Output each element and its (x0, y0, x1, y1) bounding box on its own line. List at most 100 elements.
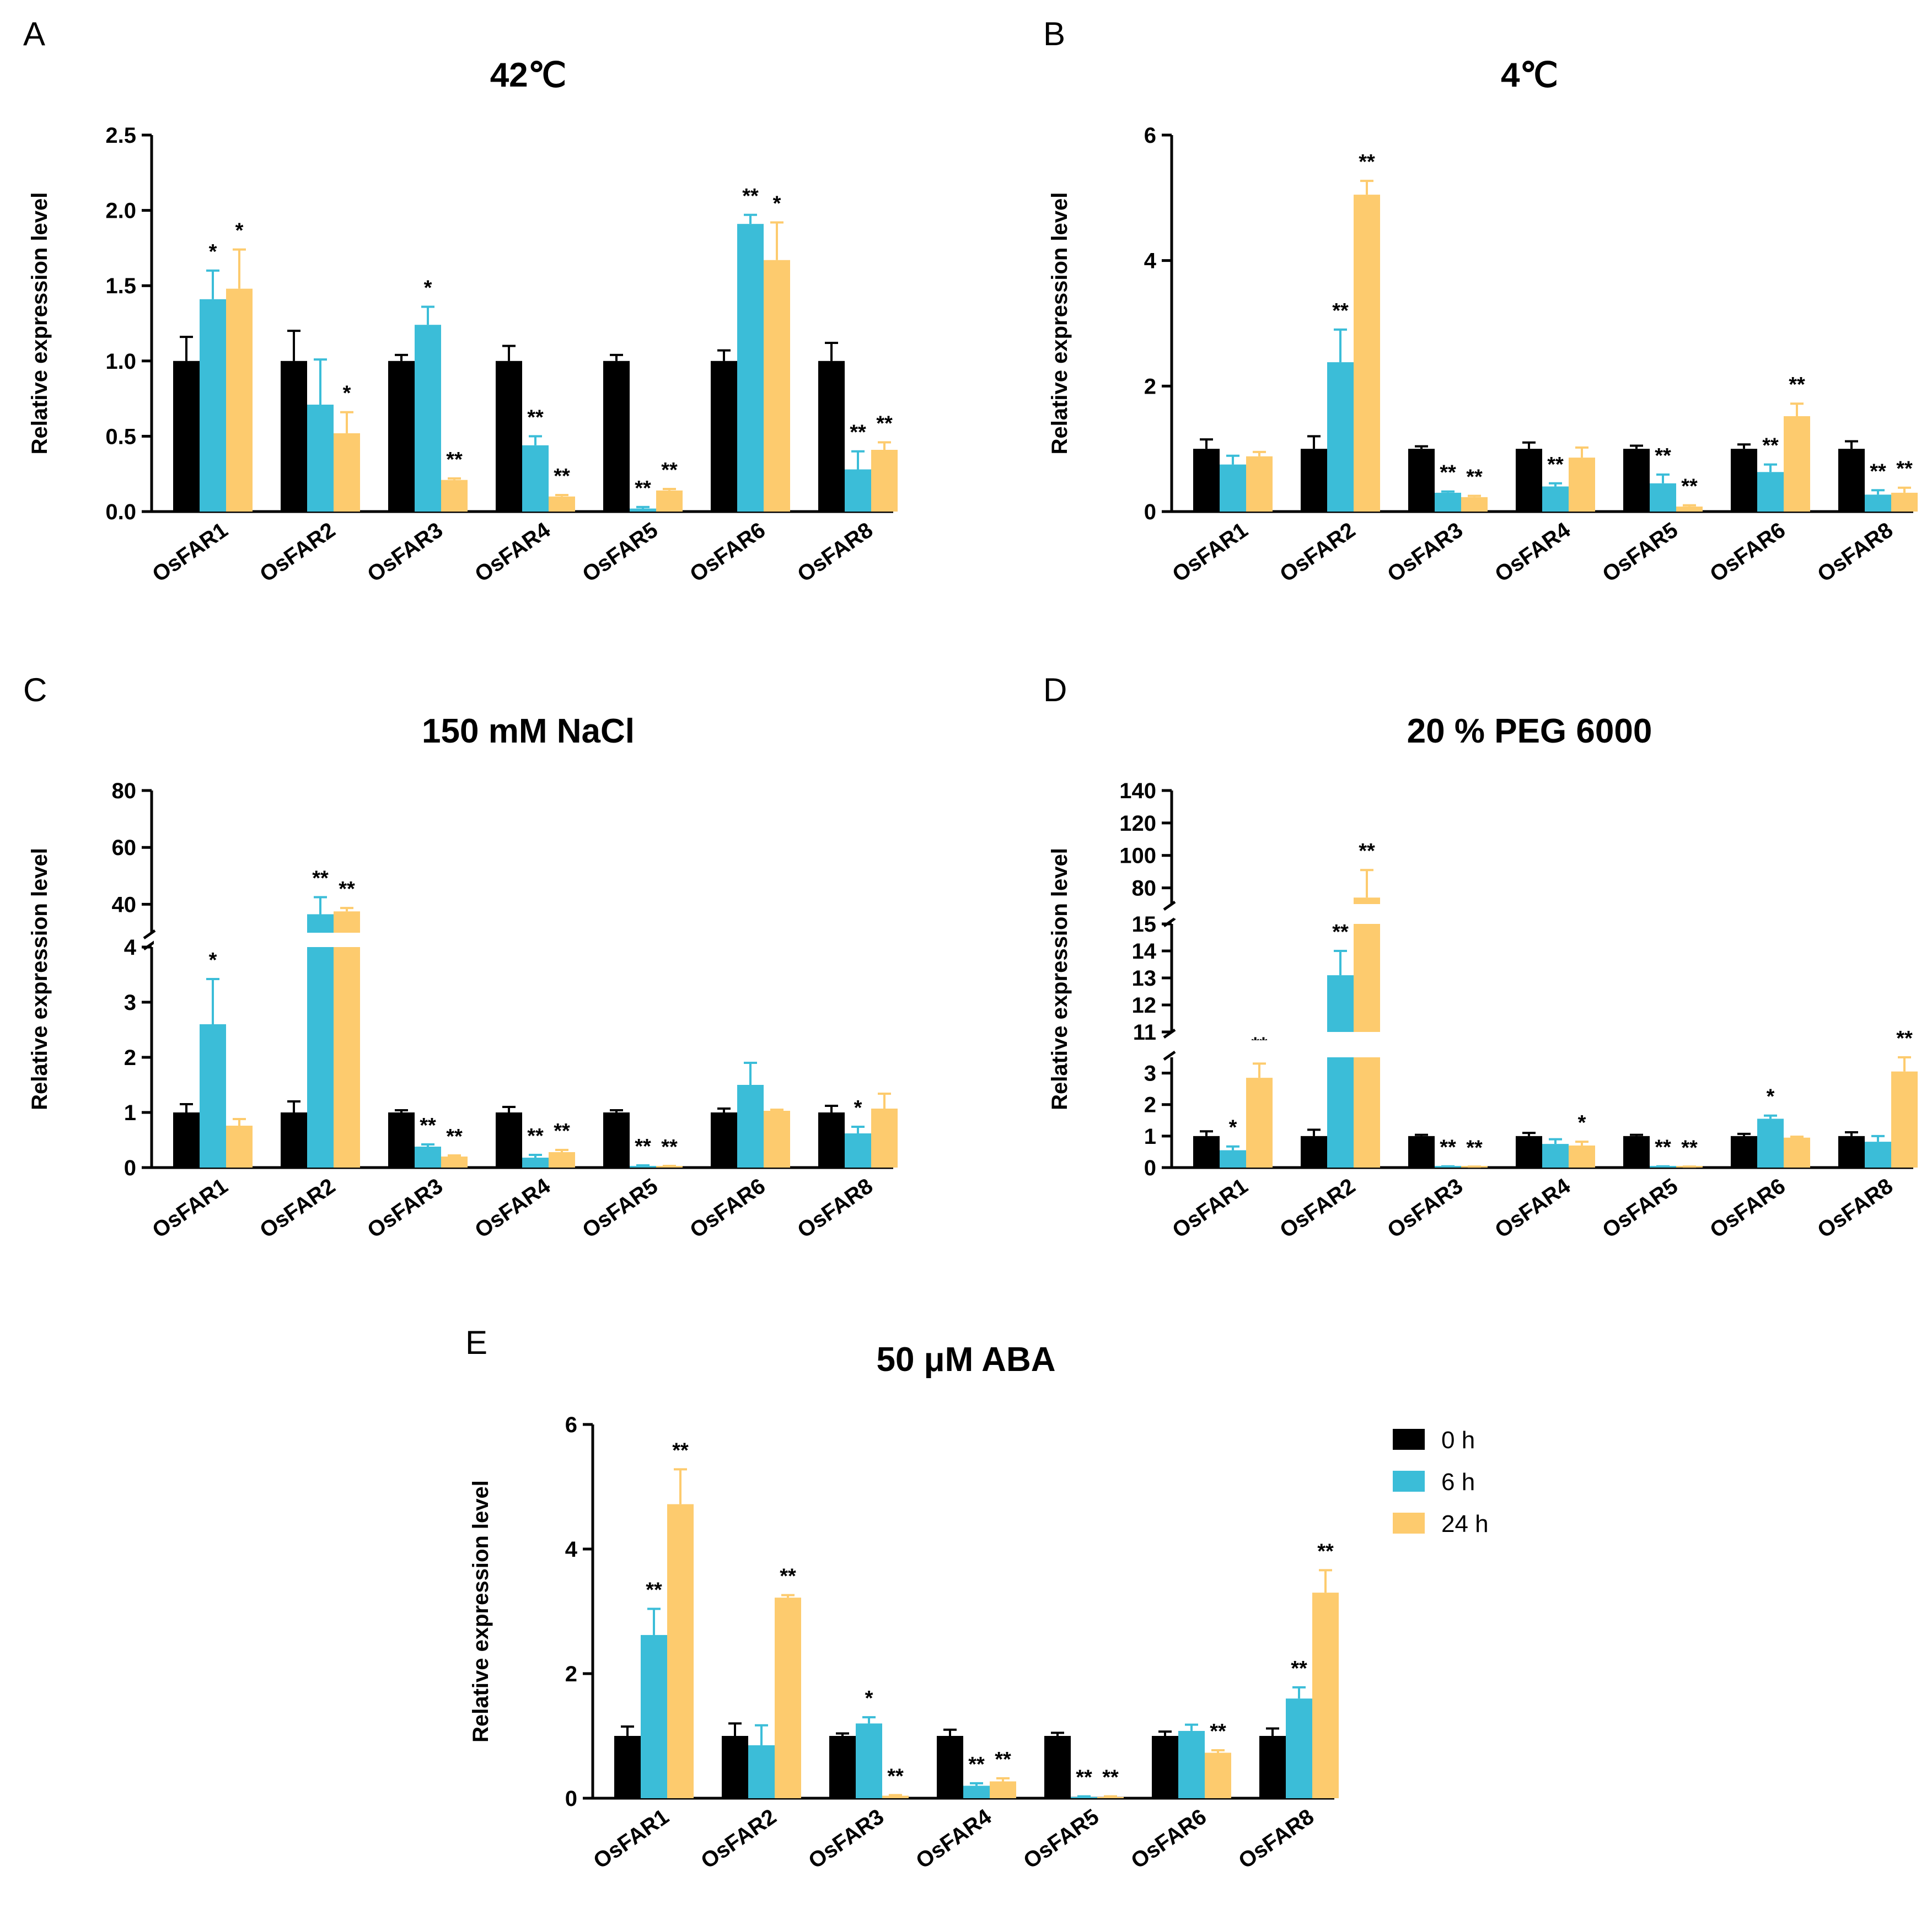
bar (1542, 486, 1569, 512)
bar (415, 325, 441, 512)
significance-label: ** (1681, 475, 1698, 498)
bar (307, 947, 334, 1168)
bar (990, 1781, 1016, 1798)
bar (1891, 1071, 1918, 1168)
y-tick-label: 0 (1144, 1156, 1156, 1180)
significance-label: ** (420, 1114, 436, 1137)
bar (603, 361, 630, 512)
bar (1757, 1119, 1784, 1168)
x-tick-label: OsFAR8 (1234, 1804, 1318, 1873)
y-tick-label: 100 (1119, 844, 1156, 868)
bar (496, 361, 522, 512)
bar (334, 911, 360, 933)
bar (667, 1504, 694, 1798)
bar (522, 1158, 549, 1168)
significance-label: * (343, 382, 351, 405)
x-tick-label: OsFAR2 (255, 1174, 340, 1243)
significance-label: ** (1870, 460, 1886, 483)
bar (1865, 1142, 1891, 1168)
x-tick-label: OsFAR4 (911, 1804, 996, 1874)
bar (307, 914, 334, 933)
y-tick-label: 80 (1132, 877, 1157, 901)
bar (1891, 492, 1918, 512)
chart-title: 50 μM ABA (876, 1341, 1055, 1379)
bar (764, 260, 790, 512)
bar (963, 1786, 990, 1798)
bar (1312, 1593, 1339, 1798)
x-tick-label: OsFAR1 (1168, 1174, 1252, 1243)
y-axis-label: Relative expression level (28, 192, 52, 455)
bar (1178, 1730, 1205, 1798)
bar (1569, 458, 1595, 512)
y-tick-label: 1 (1144, 1125, 1156, 1149)
significance-label: ** (1102, 1766, 1119, 1789)
significance-label: ** (1466, 1136, 1483, 1159)
panel-d: D 20 % PEG 6000 Relative expression leve… (1043, 671, 1918, 1243)
chart-title: 150 mM NaCl (422, 712, 635, 750)
significance-label: ** (1317, 1540, 1334, 1563)
x-tick-label: OsFAR5 (578, 1174, 662, 1243)
x-tick-label: OsFAR1 (148, 518, 232, 587)
y-axis-label: Relative expression level (1048, 848, 1072, 1110)
bar (1193, 1136, 1220, 1168)
bar (1542, 1144, 1569, 1168)
bar (1516, 449, 1542, 512)
y-tick-label: 0 (1144, 500, 1156, 524)
panel-c: C 150 mM NaCl Relative expression level 0… (23, 671, 898, 1243)
panel-letter-e: E (465, 1324, 487, 1361)
x-tick-label: OsFAR2 (696, 1804, 781, 1873)
y-tick-label: 13 (1132, 966, 1157, 991)
bar (1731, 449, 1757, 512)
bar (882, 1795, 909, 1798)
chart-area: Relative expression level 0 2 4 6 OsFAR1 ** ** O… (1048, 123, 1918, 587)
bar (1220, 464, 1246, 512)
y-tick-label: 4 (124, 935, 137, 960)
bar (1354, 924, 1380, 1032)
significance-label: ** (554, 465, 570, 488)
bar (1354, 195, 1380, 512)
significance-label: ** (995, 1748, 1011, 1771)
significance-label: ** (850, 421, 866, 444)
bar (522, 445, 549, 512)
bar (1193, 449, 1220, 512)
bar (1327, 975, 1354, 1032)
x-tick-label: OsFAR3 (1383, 518, 1467, 587)
y-tick-label: 2 (1144, 1093, 1156, 1117)
significance-label: * (1229, 1116, 1237, 1139)
y-tick-label: 80 (112, 779, 137, 803)
bar (722, 1736, 748, 1798)
x-tick-label: OsFAR3 (1383, 1174, 1467, 1243)
significance-label: * (1767, 1085, 1775, 1109)
significance-label: ** (646, 1578, 662, 1601)
panel-b: B 4℃ Relative expression level 0 2 4 6 OsFAR1… (1043, 15, 1918, 587)
y-tick-label: 1.0 (105, 349, 136, 374)
bar (764, 1111, 790, 1168)
panel-e: E 50 μM ABA Relative expression level 0 2 4… (465, 1324, 1339, 1874)
bar (1435, 492, 1461, 512)
panel-a: A 42℃ Relative expression level 0.0 0.5 1.0… (23, 15, 898, 587)
chart-area: Relative expression level 0 1 2 3 4 40 60 80 * OsF… (28, 779, 898, 1243)
significance-label: ** (446, 448, 463, 471)
chart-title: 42℃ (490, 56, 567, 94)
significance-label: ** (1210, 1720, 1226, 1743)
bar (937, 1736, 963, 1798)
significance-label: ** (1547, 453, 1564, 476)
bar (1516, 1136, 1542, 1168)
bar (748, 1745, 775, 1798)
significance-label: ** (742, 185, 759, 208)
bar (415, 1147, 441, 1168)
x-tick-label: OsFAR3 (363, 518, 447, 587)
y-tick-label: 0 (124, 1156, 136, 1180)
bar (388, 1112, 415, 1168)
bar (737, 224, 764, 512)
significance-label: ** (1896, 458, 1913, 481)
legend-swatch (1393, 1471, 1425, 1492)
y-tick-label: 1 (124, 1101, 136, 1125)
bar (334, 433, 360, 512)
bar (1865, 494, 1891, 512)
x-tick-label: OsFAR3 (804, 1804, 888, 1873)
y-tick-label: 15 (1132, 912, 1157, 937)
y-tick-label: 2 (124, 1046, 136, 1070)
y-tick-label: 2 (565, 1662, 577, 1686)
